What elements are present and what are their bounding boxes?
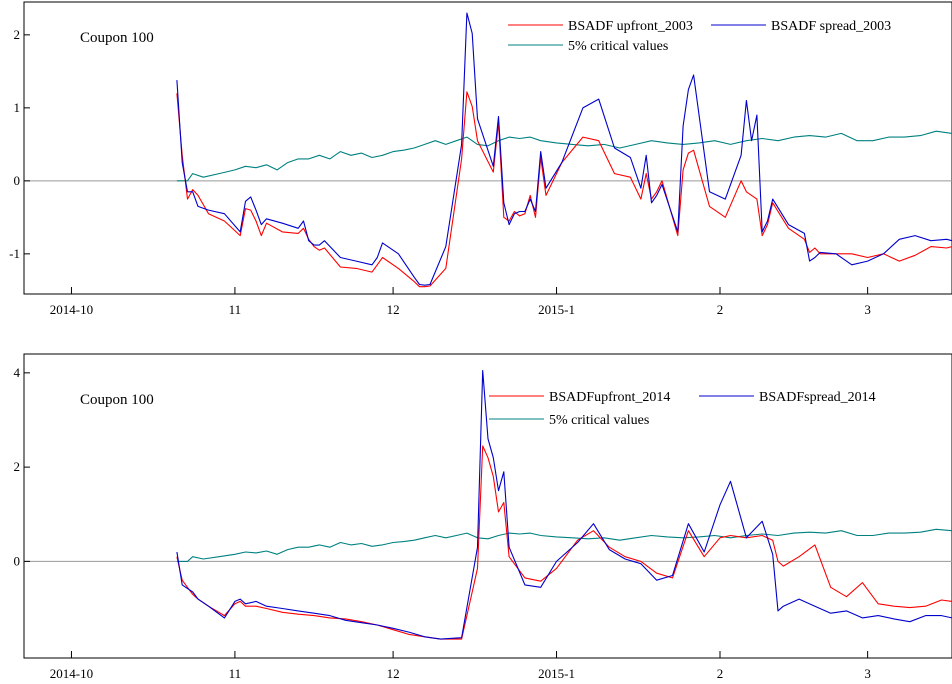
legend-label-2: BSADFspread_2014 bbox=[759, 390, 876, 405]
x-tick-label: 12 bbox=[387, 302, 400, 317]
y-axis: -1 0 1 2 bbox=[9, 27, 30, 261]
series-line-1 bbox=[176, 91, 952, 288]
x-tick-label: 3 bbox=[864, 666, 871, 681]
chart-panel-2: 0 2 4 2014-10 11 12 2015-1 2 3 Coupon 100 BSADF… bbox=[14, 353, 952, 681]
series-group bbox=[176, 12, 952, 288]
x-axis: 2014-10 11 12 2015-1 2 3 bbox=[50, 287, 871, 317]
legend: BSADF upfront_2003 BSADF spread_2003 5% … bbox=[508, 19, 891, 54]
plot-frame bbox=[23, 353, 952, 659]
x-tick-label: 3 bbox=[864, 302, 871, 317]
y-tick-label: 1 bbox=[14, 100, 21, 115]
legend: BSADFupfront_2014 BSADFspread_2014 5% cr… bbox=[489, 390, 876, 428]
legend-label-3: 5% critical values bbox=[549, 413, 649, 428]
y-tick-label: 4 bbox=[14, 365, 21, 380]
x-tick-label: 2015-1 bbox=[538, 302, 575, 317]
x-tick-label: 11 bbox=[229, 302, 242, 317]
x-tick-label: 12 bbox=[387, 666, 400, 681]
plot-frame bbox=[23, 1, 952, 295]
series-line-3 bbox=[176, 130, 952, 182]
legend-label-1: BSADF upfront_2003 bbox=[568, 19, 693, 34]
y-tick-label: 2 bbox=[14, 459, 21, 474]
y-axis: 0 2 4 bbox=[14, 365, 30, 568]
series-line-3 bbox=[176, 528, 952, 562]
x-tick-label: 11 bbox=[229, 666, 242, 681]
series-group bbox=[176, 369, 952, 640]
y-tick-label: 0 bbox=[14, 553, 21, 568]
chart-annotation: Coupon 100 bbox=[80, 30, 154, 46]
legend-label-1: BSADFupfront_2014 bbox=[549, 390, 670, 405]
y-tick-label: -1 bbox=[9, 246, 20, 261]
legend-label-3: 5% critical values bbox=[568, 39, 668, 54]
series-line-2 bbox=[176, 12, 952, 286]
x-tick-label: 2 bbox=[717, 666, 724, 681]
legend-label-2: BSADF spread_2003 bbox=[771, 19, 891, 34]
x-axis: 2014-10 11 12 2015-1 2 3 bbox=[50, 651, 871, 681]
x-tick-label: 2014-10 bbox=[50, 302, 93, 317]
x-tick-label: 2014-10 bbox=[50, 666, 93, 681]
y-tick-label: 2 bbox=[14, 27, 21, 42]
x-tick-label: 2 bbox=[717, 302, 724, 317]
chart-annotation: Coupon 100 bbox=[80, 392, 154, 408]
y-tick-label: 0 bbox=[14, 173, 21, 188]
x-tick-label: 2015-1 bbox=[538, 666, 575, 681]
series-line-2 bbox=[176, 369, 952, 640]
